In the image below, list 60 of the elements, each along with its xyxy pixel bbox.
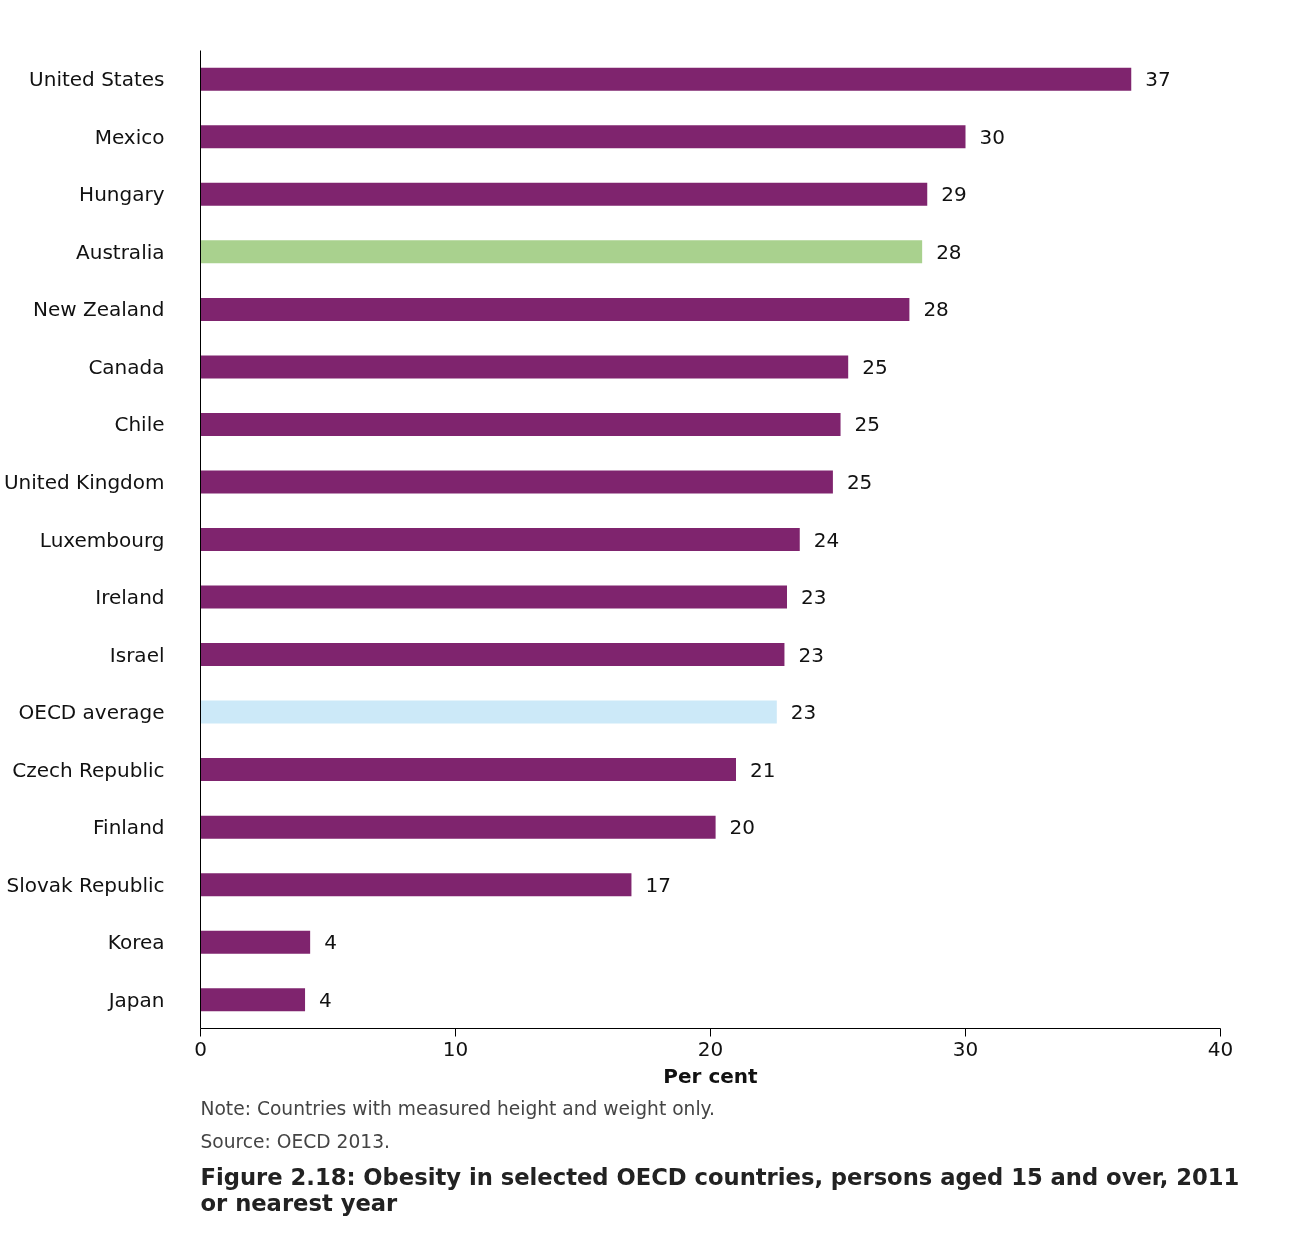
x-axis-title: Per cent	[663, 1063, 759, 1088]
y-tick-label: United States	[29, 67, 165, 92]
text: Figure 2.18: Obesity in selected OECD countries, persons aged 15 and over, 2011 or nearest year	[200, 1163, 1240, 1216]
bar	[200, 815, 716, 839]
data-label: 24	[813, 527, 840, 552]
y-tick-label: Czech Republic	[12, 757, 165, 782]
y-tick-label: United Kingdom	[3, 469, 165, 494]
y-tick-label: Slovak Republic	[6, 872, 165, 897]
y-tick-label: Chile	[114, 412, 165, 437]
bar	[200, 182, 928, 206]
bar	[200, 297, 910, 321]
x-tick-label: 20	[697, 1036, 724, 1061]
data-label: 23	[801, 585, 827, 610]
bar	[200, 67, 1132, 91]
y-tick-label: Australia	[76, 239, 165, 264]
data-label: 30	[979, 124, 1005, 149]
data-label: 28	[923, 297, 949, 322]
text: Note: Countries with measured height and weight only.	[200, 1097, 715, 1119]
bar	[200, 988, 306, 1012]
data-label: 25	[854, 412, 880, 437]
data-label: 21	[750, 757, 776, 782]
y-tick-label: New Zealand	[33, 297, 165, 322]
y-tick-label: Korea	[107, 930, 165, 955]
source-note: Source: OECD 2013.	[200, 1130, 390, 1152]
y-tick-label: Luxembourg	[39, 527, 165, 552]
data-label: 29	[941, 182, 967, 207]
x-tick-label: 0	[194, 1036, 207, 1061]
bar	[200, 643, 785, 667]
x-tick-label: 10	[442, 1036, 469, 1061]
bar	[200, 412, 841, 436]
y-tick-label: OECD average	[18, 700, 165, 725]
bar	[200, 355, 849, 379]
data-label: 4	[319, 987, 332, 1012]
data-label: 17	[645, 872, 671, 897]
y-tick-label: Hungary	[79, 182, 165, 207]
y-tick-label: Japan	[106, 987, 165, 1012]
bar	[200, 873, 632, 897]
bar	[200, 470, 833, 494]
y-tick-label: Israel	[109, 642, 165, 667]
data-label: 20	[729, 815, 756, 840]
bar	[200, 585, 787, 609]
data-label: 25	[846, 469, 873, 494]
data-label: 25	[862, 354, 888, 379]
bar	[200, 758, 736, 782]
y-tick-label: Finland	[93, 815, 165, 840]
bar	[200, 527, 800, 552]
data-label: 37	[1145, 67, 1171, 92]
data-label: 23	[790, 700, 817, 725]
data-label: 23	[798, 642, 824, 667]
data-label: 28	[936, 239, 962, 264]
y-tick-label: Canada	[88, 354, 165, 379]
y-tick-label: Ireland	[95, 585, 165, 610]
bar	[200, 700, 777, 724]
x-tick-label: 40	[1207, 1036, 1234, 1061]
bar	[200, 240, 923, 264]
bar	[200, 930, 311, 954]
y-tick-label: Mexico	[94, 124, 165, 149]
x-tick-label: 30	[952, 1036, 979, 1061]
bar	[200, 125, 966, 149]
data-label: 4	[324, 930, 337, 955]
